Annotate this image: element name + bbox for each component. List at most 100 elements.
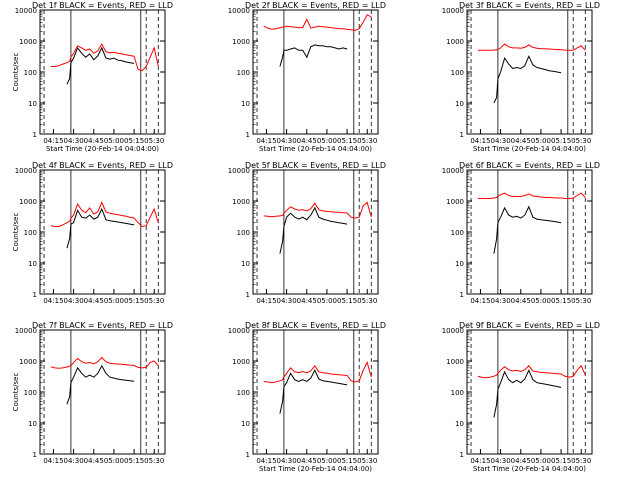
x-tick-label: 05:15: [124, 297, 144, 305]
x-tick-label: 05:00: [317, 137, 337, 145]
x-axis-label: Start Time (20-Feb-14 04:04:00): [473, 145, 586, 153]
panel-det-9: Det 9f BLACK = Events, RED = LLD 1 10 100 10…: [442, 321, 600, 473]
x-axis-label: Start Time (20-Feb-14 04:04:00): [473, 465, 586, 473]
x-tick-label: 05:15: [124, 137, 144, 145]
x-tick-label: 05:15: [337, 457, 357, 465]
x-tick-label: 04:15: [43, 457, 63, 465]
x-tick-label: 05:00: [317, 457, 337, 465]
y-tick-label: 1000: [232, 38, 250, 46]
x-tick-label: 05:30: [571, 297, 591, 305]
x-tick-label: 05:15: [337, 137, 357, 145]
panel-title: Det 2f BLACK = Events, RED = LLD: [245, 1, 386, 10]
x-tick-label: 05:15: [551, 457, 571, 465]
x-tick-label: 04:15: [43, 137, 63, 145]
panel-det-1: Det 1f BLACK = Events, RED = LLD 1 10 100 10…: [12, 1, 173, 153]
x-tick-label: 04:30: [277, 297, 297, 305]
y-tick-label: 10000: [228, 7, 250, 15]
series-line-events: [279, 206, 348, 254]
x-tick-label: 05:00: [104, 457, 124, 465]
panel-title: Det 8f BLACK = Events, RED = LLD: [245, 321, 386, 330]
y-tick-label: 1: [33, 131, 37, 139]
y-tick-label: 100: [237, 69, 250, 77]
x-tick-label: 05:00: [531, 297, 551, 305]
x-tick-label: 04:30: [277, 457, 297, 465]
x-tick-label: 04:45: [297, 137, 317, 145]
y-tick-label: 1: [33, 291, 37, 299]
x-tick-label: 04:45: [84, 297, 104, 305]
y-tick-label: 100: [451, 229, 464, 237]
x-tick-label: 04:30: [64, 457, 84, 465]
x-tick-label: 05:00: [104, 137, 124, 145]
x-axis-label: Start Time (20-Feb-14 04:04:00): [259, 465, 372, 473]
y-tick-label: 10000: [15, 7, 37, 15]
x-tick-label: 05:30: [357, 457, 377, 465]
x-tick-label: 04:30: [277, 137, 297, 145]
y-tick-label: 1000: [446, 198, 464, 206]
panel-title: Det 9f BLACK = Events, RED = LLD: [459, 321, 600, 330]
panel-title: Det 5f BLACK = Events, RED = LLD: [245, 161, 386, 170]
series-line-lld: [263, 14, 372, 31]
y-tick-label: 100: [24, 389, 37, 397]
y-tick-label: 1: [460, 451, 464, 459]
y-tick-label: 10: [455, 100, 464, 108]
panel-title: Det 6f BLACK = Events, RED = LLD: [459, 161, 600, 170]
y-axis-label: Counts/sec: [12, 213, 20, 252]
x-tick-label: 04:45: [297, 457, 317, 465]
series-line-events: [66, 364, 135, 405]
y-tick-label: 10000: [228, 167, 250, 175]
x-tick-label: 04:45: [511, 457, 531, 465]
y-tick-label: 10000: [15, 167, 37, 175]
y-tick-label: 10000: [442, 327, 464, 335]
x-tick-label: 04:45: [84, 457, 104, 465]
y-tick-label: 100: [237, 389, 250, 397]
panel-det-2: Det 2f BLACK = Events, RED = LLD 1 10 100 10…: [228, 1, 386, 153]
series-line-events: [279, 369, 348, 414]
x-tick-label: 04:15: [470, 457, 490, 465]
x-axis-label: Start Time (20-Feb-14 04:04:00): [46, 145, 159, 153]
panel-det-3: Det 3f BLACK = Events, RED = LLD 1 10 100 10…: [442, 1, 600, 153]
series-line-lld: [50, 356, 159, 369]
panel-title: Det 7f BLACK = Events, RED = LLD: [32, 321, 173, 330]
x-axis-label: Start Time (20-Feb-14 04:04:00): [259, 145, 372, 153]
x-tick-label: 05:15: [551, 137, 571, 145]
x-tick-label: 05:15: [124, 457, 144, 465]
x-tick-label: 05:30: [144, 137, 164, 145]
series-line-events: [66, 207, 135, 249]
panel-title: Det 4f BLACK = Events, RED = LLD: [32, 161, 173, 170]
y-tick-label: 10: [241, 260, 250, 268]
y-tick-label: 100: [24, 69, 37, 77]
series-line-lld: [263, 201, 372, 219]
y-tick-label: 1000: [446, 38, 464, 46]
y-tick-label: 10000: [442, 167, 464, 175]
y-tick-label: 10000: [228, 327, 250, 335]
series-line-events: [493, 55, 562, 104]
panel-det-6: Det 6f BLACK = Events, RED = LLD 1 10 100 10…: [442, 161, 600, 305]
x-tick-label: 05:00: [317, 297, 337, 305]
x-tick-label: 05:30: [571, 457, 591, 465]
y-tick-label: 100: [451, 69, 464, 77]
x-tick-label: 04:15: [43, 297, 63, 305]
panel-title: Det 3f BLACK = Events, RED = LLD: [459, 1, 600, 10]
x-tick-label: 05:30: [571, 137, 591, 145]
x-tick-label: 04:45: [297, 297, 317, 305]
series-line-lld: [477, 43, 586, 51]
series-line-lld: [263, 361, 372, 384]
x-tick-label: 04:15: [256, 457, 276, 465]
x-tick-label: 05:30: [357, 297, 377, 305]
y-tick-label: 1: [460, 131, 464, 139]
x-tick-label: 04:45: [511, 297, 531, 305]
y-tick-label: 1000: [19, 358, 37, 366]
panel-det-5: Det 5f BLACK = Events, RED = LLD 1 10 100 10…: [228, 161, 386, 305]
y-tick-label: 10: [455, 420, 464, 428]
x-tick-label: 05:15: [551, 297, 571, 305]
x-tick-label: 04:30: [491, 297, 511, 305]
series-line-events: [66, 46, 135, 85]
panel-det-7: Det 7f BLACK = Events, RED = LLD 1 10 100 10…: [12, 321, 173, 465]
x-tick-label: 04:15: [256, 137, 276, 145]
series-line-lld: [50, 201, 159, 228]
series-line-events: [279, 44, 348, 67]
y-tick-label: 100: [451, 389, 464, 397]
y-tick-label: 1: [246, 291, 250, 299]
x-tick-label: 05:30: [144, 297, 164, 305]
